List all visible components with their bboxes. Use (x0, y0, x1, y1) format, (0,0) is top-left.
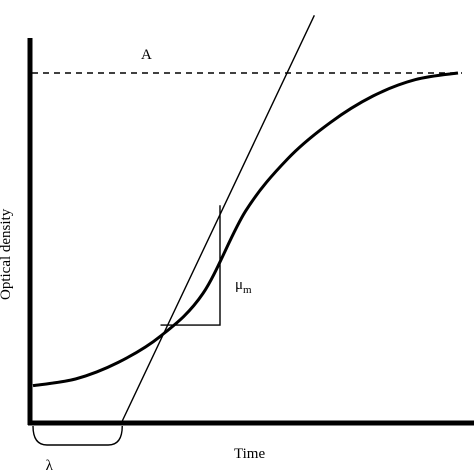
slope-label-sub: m (243, 284, 252, 296)
lag-label: λ (46, 458, 54, 474)
slope-label: μm (235, 277, 252, 296)
lag-bracket (32, 425, 123, 446)
growth-curve-line (32, 71, 459, 388)
slope-label-main: μ (235, 277, 243, 293)
x-axis-label: Time (234, 446, 265, 462)
growth-curve-points (32, 72, 460, 388)
y-axis-label: Optical density (0, 208, 14, 300)
tangent-line (121, 15, 315, 422)
asymptote-label: A (141, 47, 152, 63)
slope-triangle (160, 205, 221, 326)
